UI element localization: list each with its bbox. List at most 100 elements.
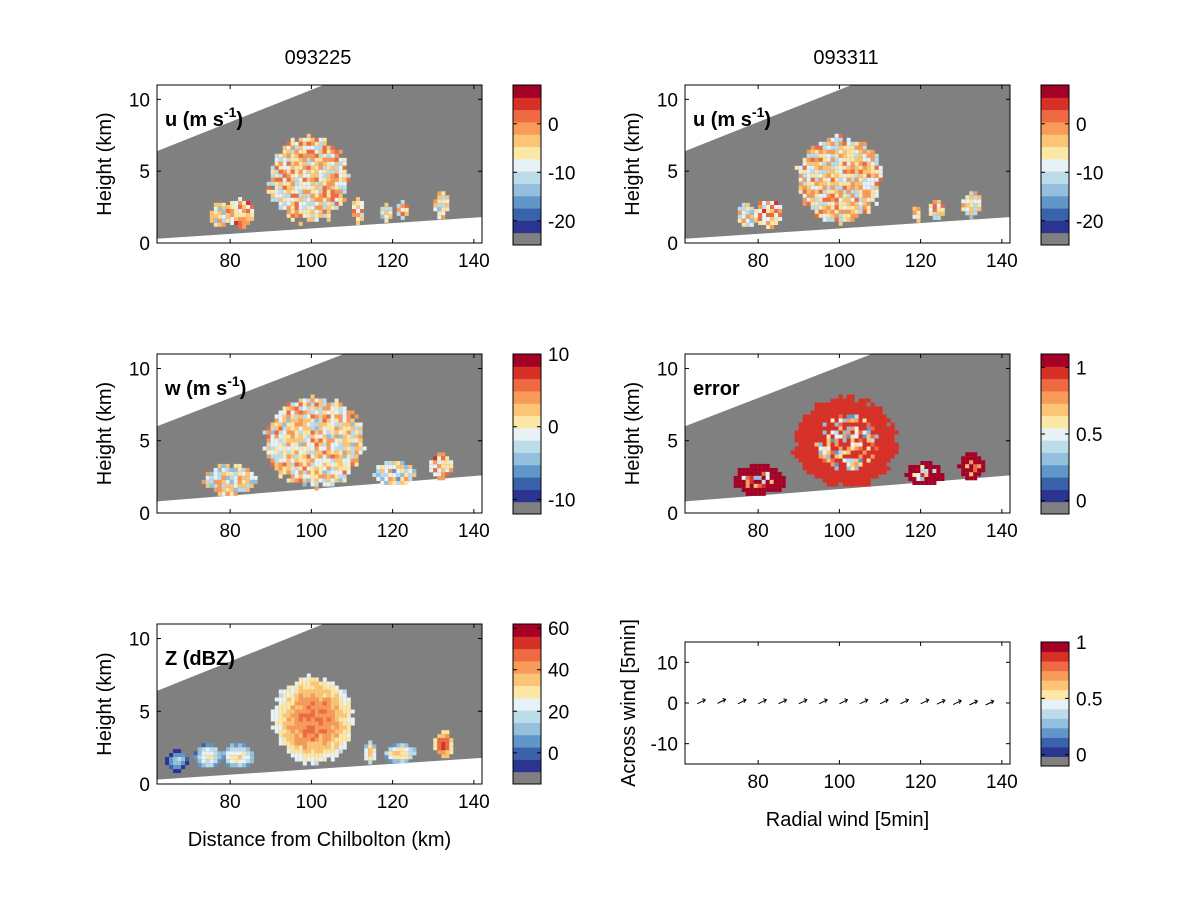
echo-cell bbox=[294, 157, 299, 162]
echo-cell bbox=[338, 745, 343, 750]
echo-cell bbox=[274, 197, 279, 202]
panel-variable-label: u (m s-1) bbox=[693, 104, 771, 131]
echo-cell bbox=[866, 398, 871, 403]
echo-cell bbox=[298, 197, 303, 202]
echo-cell bbox=[241, 479, 246, 484]
echo-cell bbox=[334, 689, 339, 694]
echo-cell bbox=[286, 466, 291, 471]
echo-cell bbox=[437, 746, 442, 751]
echo-cell bbox=[969, 211, 974, 216]
y-axis-label: Height (km) bbox=[94, 112, 116, 215]
echo-cell bbox=[761, 483, 766, 488]
echo-cell bbox=[282, 418, 287, 423]
echo-cell bbox=[388, 747, 393, 752]
echo-cell bbox=[310, 454, 315, 459]
x-axis-label: Radial wind [5min] bbox=[766, 809, 929, 831]
echo-cell bbox=[749, 491, 754, 496]
echo-cell bbox=[310, 470, 315, 475]
echo-cell bbox=[356, 217, 360, 221]
echo-cell bbox=[862, 422, 867, 427]
echo-cell bbox=[981, 464, 986, 469]
colorbar-swatch bbox=[1041, 403, 1069, 417]
echo-cell bbox=[969, 468, 974, 473]
echo-cell bbox=[814, 402, 819, 407]
echo-cell bbox=[242, 759, 246, 764]
echo-cell bbox=[806, 470, 811, 475]
echo-cell bbox=[286, 193, 291, 198]
echo-cell bbox=[753, 483, 758, 488]
echo-cell bbox=[318, 209, 323, 214]
echo-cell bbox=[334, 173, 339, 178]
echo-cell bbox=[290, 685, 295, 690]
echo-cell bbox=[302, 689, 307, 694]
echo-cell bbox=[838, 394, 843, 399]
echo-cell bbox=[294, 466, 299, 471]
echo-cell bbox=[814, 153, 819, 158]
axes-frame bbox=[684, 353, 1011, 514]
echo-cell bbox=[826, 426, 831, 431]
echo-cell bbox=[392, 473, 397, 477]
y-tick-label: 10 bbox=[657, 90, 678, 111]
colorbar-swatch bbox=[1041, 642, 1069, 653]
echo-cell bbox=[165, 757, 170, 762]
echo-cell bbox=[298, 474, 303, 479]
echo-cell bbox=[217, 471, 222, 476]
echo-cell bbox=[866, 177, 871, 182]
echo-cell bbox=[282, 205, 287, 210]
echo-cell bbox=[250, 205, 255, 209]
echo-cell bbox=[334, 438, 339, 443]
echo-cell bbox=[826, 189, 831, 194]
echo-cell bbox=[850, 430, 855, 435]
echo-cell bbox=[246, 201, 251, 205]
echo-cell bbox=[294, 713, 299, 718]
y-tick-label: 5 bbox=[139, 702, 150, 723]
echo-cell bbox=[298, 693, 303, 698]
echo-cell bbox=[758, 221, 763, 225]
echo-cell bbox=[838, 157, 843, 162]
echo-cell bbox=[318, 165, 323, 170]
echo-cell bbox=[858, 482, 863, 487]
echo-cell bbox=[352, 209, 356, 213]
echo-cell bbox=[294, 410, 299, 415]
echo-cell bbox=[878, 165, 883, 170]
echo-cell bbox=[318, 205, 323, 210]
echo-cell bbox=[870, 157, 875, 162]
echo-cell bbox=[977, 207, 982, 212]
echo-cell bbox=[806, 169, 811, 174]
echo-cell bbox=[810, 189, 815, 194]
echo-cell bbox=[298, 729, 303, 734]
echo-cell bbox=[282, 177, 287, 182]
echo-cell bbox=[858, 141, 863, 146]
echo-cell bbox=[318, 466, 323, 471]
echo-cell bbox=[322, 458, 327, 463]
echo-cell bbox=[866, 157, 871, 162]
echo-cell bbox=[445, 199, 450, 204]
echo-cell bbox=[298, 193, 303, 198]
echo-cell bbox=[858, 446, 863, 451]
echo-cell bbox=[342, 418, 347, 423]
echo-cell bbox=[249, 479, 254, 484]
echo-cell bbox=[310, 434, 315, 439]
echo-5 bbox=[961, 191, 982, 220]
echo-cell bbox=[969, 456, 974, 461]
echo-cell bbox=[334, 434, 339, 439]
echo-cell bbox=[866, 434, 871, 439]
wind-arrow-shaft bbox=[920, 699, 929, 705]
echo-cell bbox=[814, 410, 819, 415]
echo-cell bbox=[338, 149, 343, 154]
echo-cell bbox=[217, 210, 222, 215]
echo-cell bbox=[310, 153, 315, 158]
echo-cell bbox=[314, 410, 319, 415]
echo-cell bbox=[330, 430, 335, 435]
echo-cell bbox=[870, 418, 875, 423]
echo-cell bbox=[298, 701, 303, 706]
echo-cell bbox=[270, 197, 275, 202]
echo-cell bbox=[302, 757, 307, 762]
echo-cell bbox=[322, 470, 327, 475]
colorbar-swatch bbox=[1041, 727, 1069, 738]
echo-cell bbox=[282, 410, 287, 415]
echo-cell bbox=[338, 197, 343, 202]
echo-cell bbox=[278, 442, 283, 447]
echo-cell bbox=[850, 153, 855, 158]
echo-cell bbox=[330, 402, 335, 407]
